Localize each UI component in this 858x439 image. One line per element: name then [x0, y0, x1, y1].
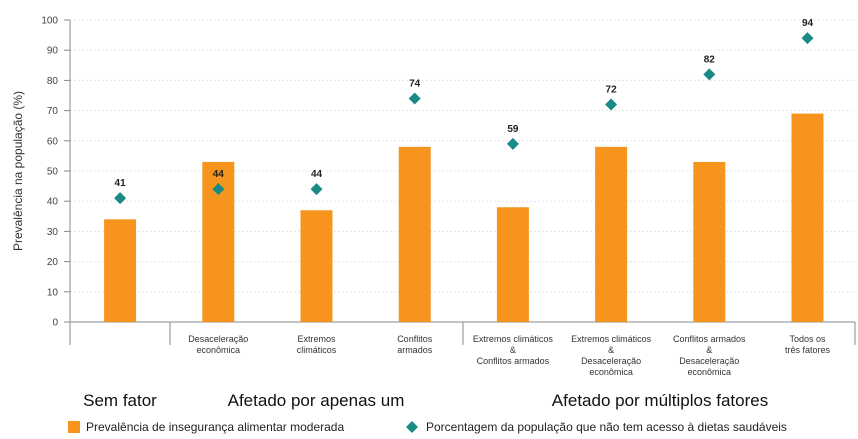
y-tick-label: 60: [47, 136, 59, 147]
x-tick-label: Extremos climáticos & Desaceleração econômi…: [571, 334, 652, 377]
bar: [104, 219, 137, 322]
data-label: 82: [704, 54, 716, 65]
x-tick-label: Todos os três fatores: [785, 334, 831, 355]
y-tick-label: 30: [47, 227, 59, 238]
diamond-marker: [114, 192, 127, 205]
data-label: 94: [802, 18, 814, 29]
y-tick-label: 10: [47, 287, 59, 298]
data-label: 72: [606, 85, 618, 96]
group-label: Sem fator: [83, 391, 157, 410]
data-label: 59: [507, 124, 519, 135]
legend-swatch: [406, 421, 418, 433]
diamond-marker: [801, 32, 814, 45]
group-label: Afetado por apenas um: [228, 391, 405, 410]
diamond-marker: [310, 183, 323, 196]
diamond-marker: [408, 92, 421, 105]
y-tick-label: 70: [47, 106, 59, 117]
bar: [496, 207, 529, 322]
x-tick-label: Extremos climáticos: [297, 334, 337, 355]
x-tick-label: Conflitos armados & Desaceleração econômica: [673, 334, 746, 377]
legend-label: Prevalência de insegurança alimentar mod…: [86, 420, 344, 434]
data-label: 41: [115, 178, 127, 189]
x-tick-label: Desaceleração econômica: [188, 334, 248, 355]
bar: [300, 210, 333, 322]
y-tick-label: 40: [47, 197, 59, 208]
x-tick-label: Conflitos armados: [397, 334, 433, 355]
y-tick-label: 50: [47, 167, 59, 178]
y-tick-label: 0: [52, 318, 58, 329]
diamond-marker: [605, 98, 618, 111]
y-tick-label: 80: [47, 76, 59, 87]
y-axis-label: Prevalência na população (%): [11, 91, 25, 251]
diamond-marker: [506, 137, 519, 150]
legend-swatch: [68, 421, 80, 433]
data-label: 44: [311, 169, 323, 180]
diamond-marker: [703, 68, 716, 81]
data-label: 44: [213, 169, 225, 180]
x-tick-label: Extremos climáticos & Conflitos armados: [473, 334, 554, 366]
diamond-marker: [212, 183, 225, 196]
y-tick-label: 20: [47, 257, 59, 268]
group-dividers: [69, 322, 856, 345]
bar: [791, 113, 824, 323]
bar: [398, 146, 431, 322]
legend-label: Porcentagem da população que não tem ace…: [426, 420, 787, 434]
group-label: Afetado por múltiplos fatores: [552, 391, 768, 410]
bar: [595, 146, 628, 322]
bar: [693, 161, 726, 322]
y-tick-label: 100: [41, 16, 58, 27]
y-tick-label: 90: [47, 46, 59, 57]
data-label: 74: [409, 79, 421, 90]
